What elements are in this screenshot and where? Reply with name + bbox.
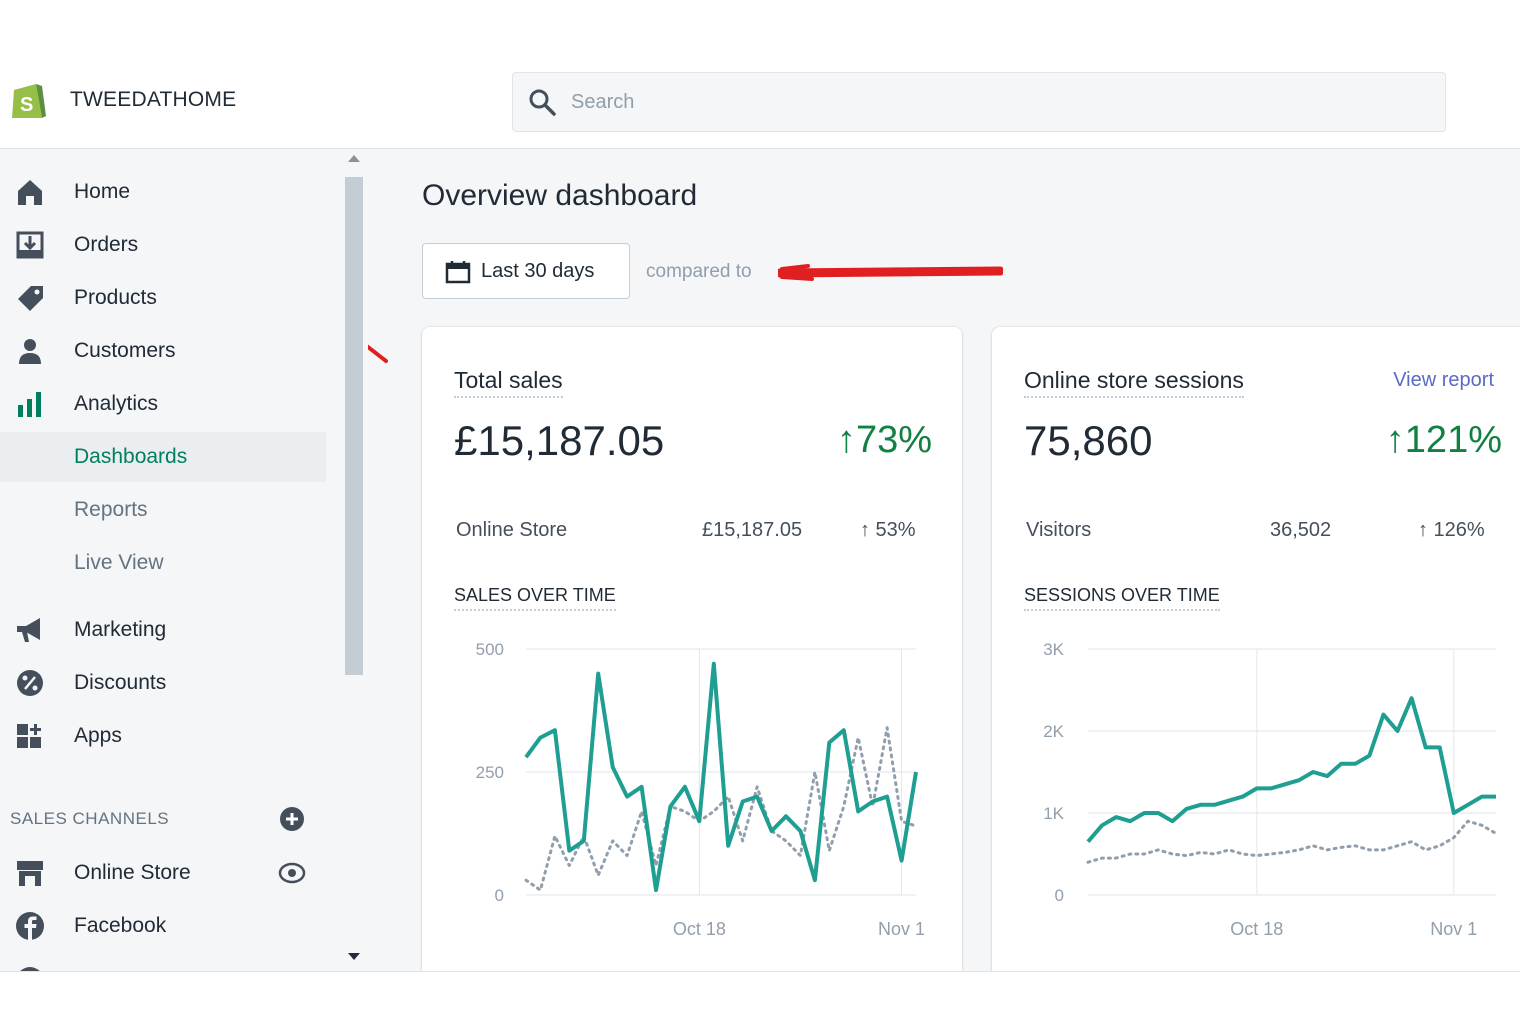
total-sales-value: £15,187.05: [454, 417, 665, 464]
row-change: ↑ 53%: [860, 519, 916, 541]
comparison-series-line: [1086, 819, 1498, 864]
svg-text:S: S: [20, 94, 33, 116]
bar-chart-icon: [18, 392, 41, 417]
row-value: 36,502: [1270, 519, 1332, 541]
row-label: Online Store: [456, 519, 568, 541]
chart-title[interactable]: SALES OVER TIME: [454, 585, 616, 611]
y-tick-label: 250: [476, 763, 504, 782]
scroll-thumb[interactable]: [345, 177, 363, 675]
sidebar-item-customers[interactable]: Customers: [0, 326, 326, 376]
sidebar-item-label: Home: [74, 180, 131, 203]
total-sales-change: ↑73%: [836, 419, 932, 461]
facebook-icon: [16, 912, 44, 940]
row-value: £15,187.05: [702, 519, 803, 541]
store-name[interactable]: TWEEDATHOME: [70, 88, 237, 111]
red-redaction-mark: [778, 264, 1003, 281]
store-icon: [17, 861, 43, 886]
apps-icon: [17, 724, 41, 748]
shopify-logo-icon[interactable]: S: [8, 78, 48, 122]
sessions-value: 75,860: [1024, 417, 1153, 464]
x-tick-label: Oct 18: [1230, 919, 1283, 939]
scroll-up-arrow-icon[interactable]: [348, 155, 360, 162]
next-channel-icon: [20, 967, 40, 971]
search-placeholder: Search: [571, 91, 635, 113]
comparison-series-line: [524, 726, 918, 892]
sidebar-item-label: Marketing: [74, 618, 167, 641]
chart-title[interactable]: SESSIONS OVER TIME: [1024, 585, 1220, 611]
sidebar: Home Orders Products Customers Analytics…: [0, 149, 342, 971]
x-tick-label: Nov 1: [1430, 919, 1477, 939]
orders-icon: [16, 231, 44, 259]
y-tick-label: 0: [1055, 886, 1064, 905]
view-report-link[interactable]: View report: [1393, 369, 1494, 391]
add-channel-icon[interactable]: [278, 805, 306, 833]
sidebar-item-reports[interactable]: Reports: [0, 485, 326, 535]
sidebar-item-label: Dashboards: [74, 445, 188, 468]
top-bar: S TWEEDATHOME Search: [0, 56, 1520, 149]
scroll-down-arrow-icon[interactable]: [348, 953, 360, 960]
sidebar-item-online-store[interactable]: Online Store: [0, 848, 326, 898]
sidebar-item-label: Products: [74, 286, 157, 309]
sidebar-item-marketing[interactable]: Marketing: [0, 605, 326, 655]
current-series-line: [524, 661, 918, 893]
megaphone-icon: [17, 618, 40, 642]
sidebar-item-facebook[interactable]: Facebook: [0, 901, 326, 951]
tag-icon: [18, 286, 43, 311]
eye-icon[interactable]: [278, 859, 306, 887]
sidebar-item-label: Reports: [74, 498, 148, 521]
sidebar-scrollbar[interactable]: [342, 149, 368, 971]
search-input[interactable]: Search: [512, 72, 1446, 132]
y-tick-label: 3K: [1043, 640, 1064, 659]
x-tick-label: Nov 1: [878, 919, 925, 939]
home-icon: [18, 180, 42, 205]
row-label: Visitors: [1026, 519, 1092, 541]
sessions-over-time-chart: 0 1K 2K 3K Oct 18 Nov 1: [1043, 640, 1498, 939]
person-icon: [19, 339, 41, 364]
sidebar-item-label: Apps: [74, 724, 122, 747]
total-sales-card: Total sales £15,187.05 ↑73% Online Store…: [422, 327, 962, 971]
red-annotation-mark: [368, 344, 388, 363]
compared-to-label: compared to: [646, 261, 752, 282]
discount-icon: [17, 670, 43, 696]
date-range-label: Last 30 days: [481, 260, 595, 282]
sidebar-item-label: Customers: [74, 339, 176, 362]
sidebar-item-label: Facebook: [74, 914, 167, 937]
page-title: Overview dashboard: [422, 179, 698, 212]
calendar-icon: [445, 261, 471, 284]
sidebar-item-products[interactable]: Products: [0, 273, 326, 323]
main-content: Overview dashboard Last 30 days compared…: [368, 149, 1520, 971]
online-store-sessions-card: Online store sessions View report 75,860…: [992, 327, 1520, 971]
sidebar-item-analytics[interactable]: Analytics: [0, 379, 326, 429]
sidebar-item-label: Discounts: [74, 671, 167, 694]
sales-channels-heading: SALES CHANNELS: [10, 809, 170, 828]
card-title[interactable]: Total sales: [454, 367, 563, 398]
y-tick-label: 1K: [1043, 804, 1064, 823]
y-tick-label: 0: [495, 886, 504, 905]
bottom-edge: [0, 971, 1520, 1025]
y-tick-label: 500: [476, 640, 504, 659]
sales-over-time-chart: 0 250 500 Oct 18 Nov 1: [476, 640, 925, 939]
sessions-change: ↑121%: [1385, 419, 1502, 461]
sidebar-item-dashboards[interactable]: Dashboards: [0, 432, 326, 482]
y-tick-label: 2K: [1043, 722, 1064, 741]
sidebar-item-discounts[interactable]: Discounts: [0, 658, 326, 708]
sidebar-item-home[interactable]: Home: [0, 167, 326, 217]
x-tick-label: Oct 18: [673, 919, 726, 939]
sidebar-item-orders[interactable]: Orders: [0, 220, 326, 270]
row-change: ↑ 126%: [1418, 519, 1485, 541]
sidebar-item-label: Online Store: [74, 861, 191, 884]
card-title[interactable]: Online store sessions: [1024, 367, 1244, 398]
sidebar-item-apps[interactable]: Apps: [0, 711, 326, 761]
sidebar-item-label: Orders: [74, 233, 139, 256]
search-icon: [529, 89, 556, 116]
current-series-line: [1086, 696, 1496, 844]
sidebar-item-live-view[interactable]: Live View: [0, 538, 326, 588]
sidebar-item-label: Analytics: [74, 392, 159, 415]
sidebar-item-label: Live View: [74, 551, 164, 574]
date-range-button[interactable]: Last 30 days: [422, 243, 630, 299]
